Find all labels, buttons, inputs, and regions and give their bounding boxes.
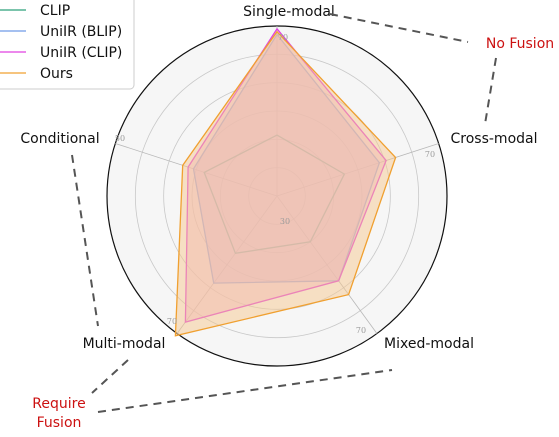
axis-label-cross-modal: Cross-modal [451,131,538,147]
legend-label-uniir-clip: UniIR (CLIP) [40,45,122,61]
legend-label-clip: CLIP [40,3,70,19]
tick-multi-70: 70 [167,317,177,326]
legend-label-uniir-blip: UniIR (BLIP) [40,24,122,40]
require-fusion-dash-3 [98,370,392,412]
require-fusion-dash-1 [72,155,98,326]
annotation-require-fusion-line2: Fusion [37,415,82,431]
axis-label-conditional: Conditional [20,131,99,147]
annotation-require-fusion-line1: Require [32,396,85,412]
require-fusion-dash-2 [92,360,128,393]
legend: CLIP UniIR (BLIP) UniIR (CLIP) Ours [0,0,134,89]
axis-label-mixed-modal: Mixed-modal [384,336,474,352]
axis-label-single-modal: Single-modal [243,4,335,20]
no-fusion-dash-1 [330,14,468,42]
annotation-no-fusion: No Fusion [486,36,554,52]
no-fusion-dash-2 [485,58,496,124]
tick-cross-70: 70 [425,150,435,159]
legend-label-ours: Ours [40,66,73,82]
axis-label-multi-modal: Multi-modal [83,336,166,352]
tick-conditional-50: 50 [115,134,125,143]
tick-single-70: 70 [278,33,288,42]
tick-inner-30: 30 [280,217,290,226]
tick-mixed-70: 70 [356,326,366,335]
